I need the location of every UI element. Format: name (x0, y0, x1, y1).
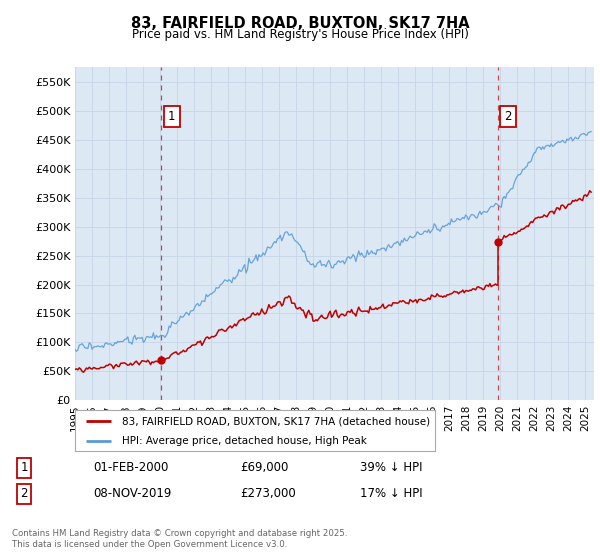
Text: £69,000: £69,000 (240, 461, 289, 474)
Text: 17% ↓ HPI: 17% ↓ HPI (360, 487, 422, 501)
Text: 2: 2 (20, 487, 28, 501)
Text: 2: 2 (505, 110, 512, 123)
Text: £273,000: £273,000 (240, 487, 296, 501)
Text: 1: 1 (20, 461, 28, 474)
Text: Contains HM Land Registry data © Crown copyright and database right 2025.
This d: Contains HM Land Registry data © Crown c… (12, 529, 347, 549)
Text: 83, FAIRFIELD ROAD, BUXTON, SK17 7HA (detached house): 83, FAIRFIELD ROAD, BUXTON, SK17 7HA (de… (122, 417, 430, 426)
Text: Price paid vs. HM Land Registry's House Price Index (HPI): Price paid vs. HM Land Registry's House … (131, 28, 469, 41)
Text: 1: 1 (168, 110, 175, 123)
Text: 01-FEB-2000: 01-FEB-2000 (93, 461, 169, 474)
Text: 08-NOV-2019: 08-NOV-2019 (93, 487, 172, 501)
Text: 83, FAIRFIELD ROAD, BUXTON, SK17 7HA: 83, FAIRFIELD ROAD, BUXTON, SK17 7HA (131, 16, 469, 31)
Text: 39% ↓ HPI: 39% ↓ HPI (360, 461, 422, 474)
Text: HPI: Average price, detached house, High Peak: HPI: Average price, detached house, High… (122, 436, 367, 446)
